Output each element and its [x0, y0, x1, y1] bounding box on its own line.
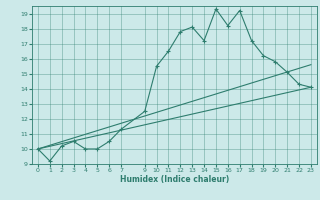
X-axis label: Humidex (Indice chaleur): Humidex (Indice chaleur) [120, 175, 229, 184]
